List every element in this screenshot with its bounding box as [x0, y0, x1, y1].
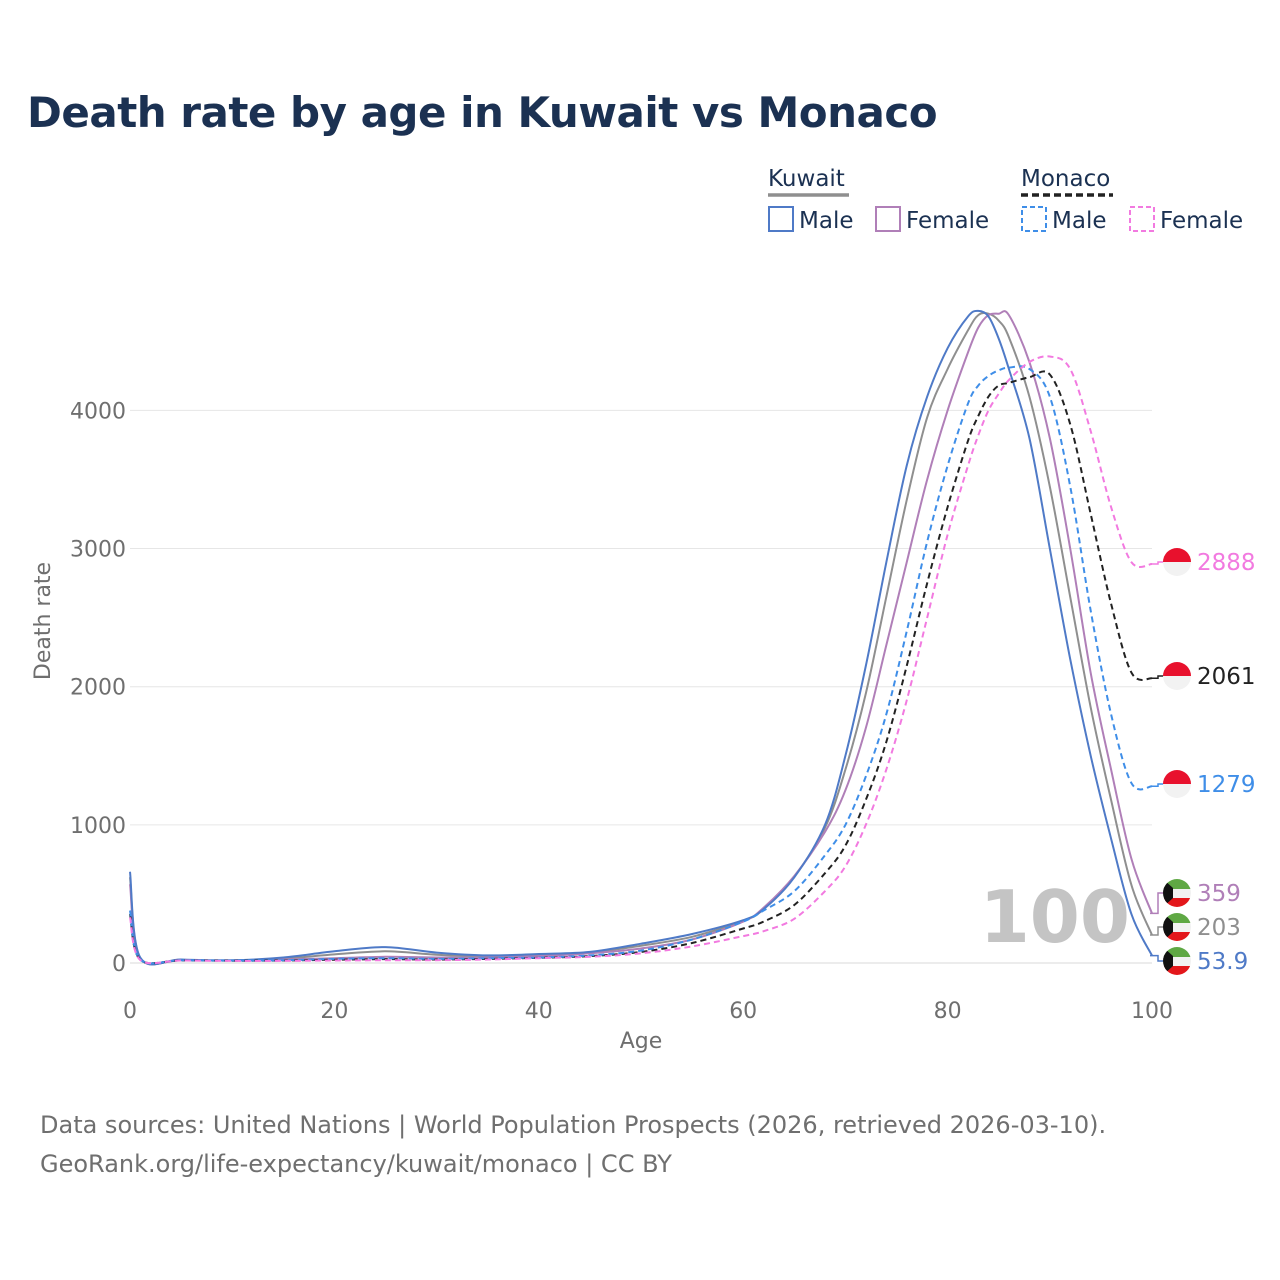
- legend-swatch-monaco-female: [1129, 206, 1155, 232]
- flag-monaco-2: [1163, 770, 1191, 798]
- connector-2888: [1150, 561, 1165, 565]
- y-tick-2000: 2000: [70, 676, 126, 701]
- legend-label-monaco-female: Female: [1160, 208, 1243, 234]
- connector-53.9: [1150, 954, 1165, 962]
- y-tick-4000: 4000: [70, 399, 126, 424]
- flag-kuwait-5: [1163, 947, 1191, 975]
- series-line-kuwait-male: [129, 309, 1153, 966]
- legend-swatch-monaco-male: [1021, 206, 1047, 232]
- legend-swatch-kuwait-male: [768, 206, 794, 232]
- legend: Kuwait Male Female Monaco Male Female: [768, 166, 1243, 234]
- legend-swatch-kuwait-female: [875, 206, 901, 232]
- series-line-monaco-total: [129, 370, 1153, 965]
- connector-1279: [1150, 783, 1165, 788]
- x-tick-60: 60: [729, 999, 757, 1024]
- end-labels: 2888 2061 1279 359 203 53.9: [1163, 548, 1256, 975]
- footer-source: Data sources: United Nations | World Pop…: [40, 1111, 1107, 1139]
- end-label-53.9: 53.9: [1197, 949, 1248, 975]
- x-tick-100: 100: [1131, 999, 1173, 1024]
- legend-label-kuwait-female: Female: [906, 208, 989, 234]
- connector-203: [1150, 926, 1165, 936]
- y-tick-0: 0: [112, 952, 126, 977]
- footer: Data sources: United Nations | World Pop…: [40, 1106, 1106, 1184]
- footer-link[interactable]: GeoRank.org/life-expectancy/kuwait/monac…: [40, 1150, 672, 1178]
- flag-kuwait-4: [1163, 913, 1191, 941]
- legend-label-monaco-male: Male: [1052, 208, 1106, 234]
- y-axis-label: Death rate: [31, 562, 56, 680]
- end-label-359: 359: [1197, 881, 1241, 907]
- series-line-monaco-female: [129, 355, 1153, 965]
- x-axis-label: Age: [620, 1029, 663, 1054]
- end-label-connectors: [1150, 561, 1165, 962]
- legend-group-monaco[interactable]: Monaco Male Female: [1021, 166, 1243, 234]
- x-tick-80: 80: [934, 999, 962, 1024]
- watermark-year: 100: [980, 875, 1130, 959]
- legend-label-kuwait-male: Male: [799, 208, 853, 234]
- flag-monaco-0: [1163, 548, 1191, 576]
- connector-2061: [1150, 675, 1165, 680]
- x-tick-labels: 0 20 40 60 80 100: [123, 999, 1173, 1024]
- flag-kuwait-3: [1163, 879, 1191, 907]
- x-tick-40: 40: [525, 999, 553, 1024]
- x-tick-0: 0: [123, 999, 137, 1024]
- chart-title: Death rate by age in Kuwait vs Monaco: [27, 88, 938, 137]
- end-label-1279: 1279: [1197, 772, 1256, 798]
- grid-lines: [130, 409, 1152, 964]
- series-line-kuwait-female: [129, 310, 1153, 966]
- flag-monaco-1: [1163, 662, 1191, 690]
- end-label-2061: 2061: [1197, 664, 1256, 690]
- y-tick-3000: 3000: [70, 538, 126, 563]
- series-lines: [129, 309, 1153, 966]
- legend-group-kuwait[interactable]: Kuwait Male Female: [768, 166, 989, 234]
- connector-359: [1150, 892, 1165, 915]
- end-label-2888: 2888: [1197, 550, 1256, 576]
- legend-group-label-kuwait: Kuwait: [768, 166, 845, 192]
- y-tick-labels: 0 1000 2000 3000 4000: [70, 399, 126, 977]
- series-line-monaco-male: [129, 365, 1153, 965]
- legend-group-label-monaco: Monaco: [1021, 166, 1110, 192]
- y-tick-1000: 1000: [70, 814, 126, 839]
- series-line-kuwait-total: [129, 312, 1153, 966]
- x-tick-20: 20: [320, 999, 348, 1024]
- end-label-203: 203: [1197, 915, 1241, 941]
